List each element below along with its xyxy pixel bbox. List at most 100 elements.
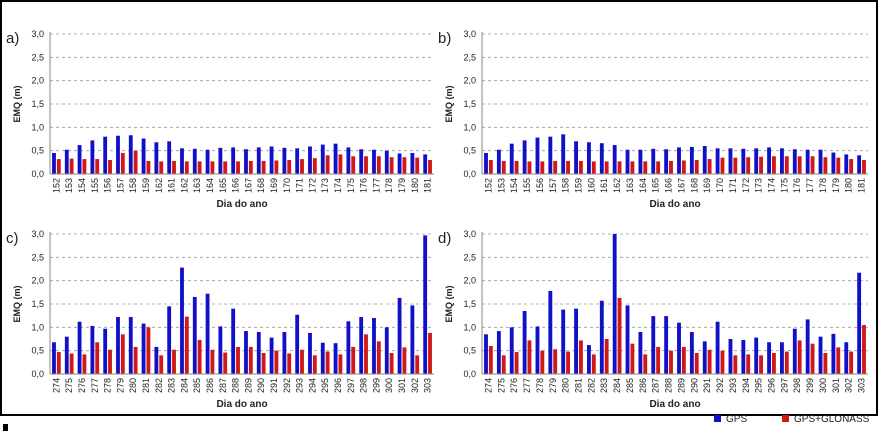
x-tick-label: 281 [574,378,584,393]
bar-gps [780,342,784,374]
x-tick-label: 181 [857,178,867,193]
bar-gps-glonass [772,353,776,374]
bar-gps-glonass [849,159,854,174]
bar-gps-glonass [617,161,622,174]
bar-gps [818,336,823,374]
x-tick-label: 275 [64,378,74,393]
bar-gps-glonass [862,325,866,374]
bar-gps-glonass [351,156,356,174]
y-tick-label: 2,5 [31,252,44,262]
bar-gps-glonass [488,160,493,174]
bar-gps-glonass [402,347,407,374]
panel-label: a) [6,30,19,47]
bar-gps [256,147,261,174]
x-tick-label: 161 [167,178,177,193]
x-tick-label: 152 [51,178,61,193]
x-tick-label: 301 [397,378,407,393]
x-tick-label: 301 [831,378,841,393]
bar-gps-glonass [69,158,74,174]
x-tick-label: 286 [638,378,648,393]
bar-gps [599,300,604,374]
bar-gps-glonass [120,153,125,174]
bar-gps-glonass [759,156,763,174]
bar-gps-glonass [784,156,789,174]
bar-gps-glonass [823,157,828,174]
x-tick-label: 295 [320,378,330,393]
x-tick-label: 300 [384,378,394,393]
y-tick-label: 2,5 [463,252,476,262]
bar-gps [154,142,159,174]
bar-gps [574,141,578,174]
bar-gps-glonass [325,155,330,174]
bar-gps-glonass [133,150,138,174]
bar-gps-glonass [694,160,699,174]
x-tick-label: 274 [483,378,493,393]
x-tick-label: 174 [767,178,777,193]
bar-gps [792,328,797,374]
x-tick-label: 291 [702,378,712,393]
y-tick-label: 1,5 [31,299,44,309]
bar-gps-glonass [566,351,570,374]
y-tick-label: 0,0 [31,169,44,179]
bar-gps-glonass [591,161,596,174]
x-tick-label: 155 [522,178,532,193]
x-tick-label: 160 [586,178,596,193]
bar-gps [509,143,514,174]
bar-gps-glonass [300,159,304,174]
x-tick-label: 164 [205,178,215,193]
x-tick-label: 287 [651,378,661,393]
bar-gps [522,140,527,174]
bar-gps-glonass [501,355,506,374]
bar-gps [702,146,707,174]
x-tick-label: 154 [77,178,87,193]
bar-gps-glonass [389,353,394,374]
x-tick-label: 176 [792,178,802,193]
x-tick-label: 293 [295,378,305,393]
bar-gps-glonass [669,160,673,174]
x-tick-label: 173 [320,178,330,193]
bar-gps [496,331,501,374]
bar-gps-glonass [579,160,583,174]
bar-gps-glonass [184,316,189,374]
bar-gps [52,153,56,174]
legend-label-gps-glonass: GPS+GLONASS [794,414,870,425]
x-tick-label: 162 [179,178,189,193]
bar-gps [384,327,389,374]
bar-gps-glonass [604,161,609,174]
bar-gps [77,145,82,174]
bar-gps-glonass [223,161,228,174]
bar-gps [741,339,746,374]
panel-label: b) [438,30,451,47]
bar-gps [372,149,376,174]
x-tick-label: 275 [496,378,506,393]
x-tick-label: 276 [77,378,87,393]
bar-gps-glonass [759,355,763,374]
y-axis-label: EMQ (m) [444,285,454,322]
x-tick-label: 165 [651,178,661,193]
bar-gps [90,140,95,174]
legend: GPS GPS+GLONASS [714,414,870,425]
bar-gps-glonass [694,353,699,374]
bar-gps [754,148,759,174]
y-tick-label: 2,0 [463,276,476,286]
x-tick-label: 294 [307,378,317,393]
y-tick-label: 3,0 [463,29,476,39]
x-tick-label: 171 [295,178,305,193]
x-tick-label: 298 [359,378,369,393]
bar-gps-glonass [56,352,61,374]
bar-gps-glonass [261,160,266,174]
x-tick-label: 297 [346,378,356,393]
x-tick-label: 163 [192,178,202,193]
bar-gps [548,136,553,174]
bar-gps [167,306,172,374]
bar-gps-glonass [351,346,356,374]
bar-gps [410,153,415,174]
bar-gps-glonass [488,346,493,374]
x-tick-label: 169 [269,178,279,193]
x-tick-label: 165 [218,178,228,193]
x-tick-label: 162 [154,178,164,193]
x-tick-label: 152 [483,178,493,193]
bar-gps-glonass [287,160,292,174]
bar-gps-glonass [325,351,330,374]
bar-gps-glonass [553,160,558,174]
